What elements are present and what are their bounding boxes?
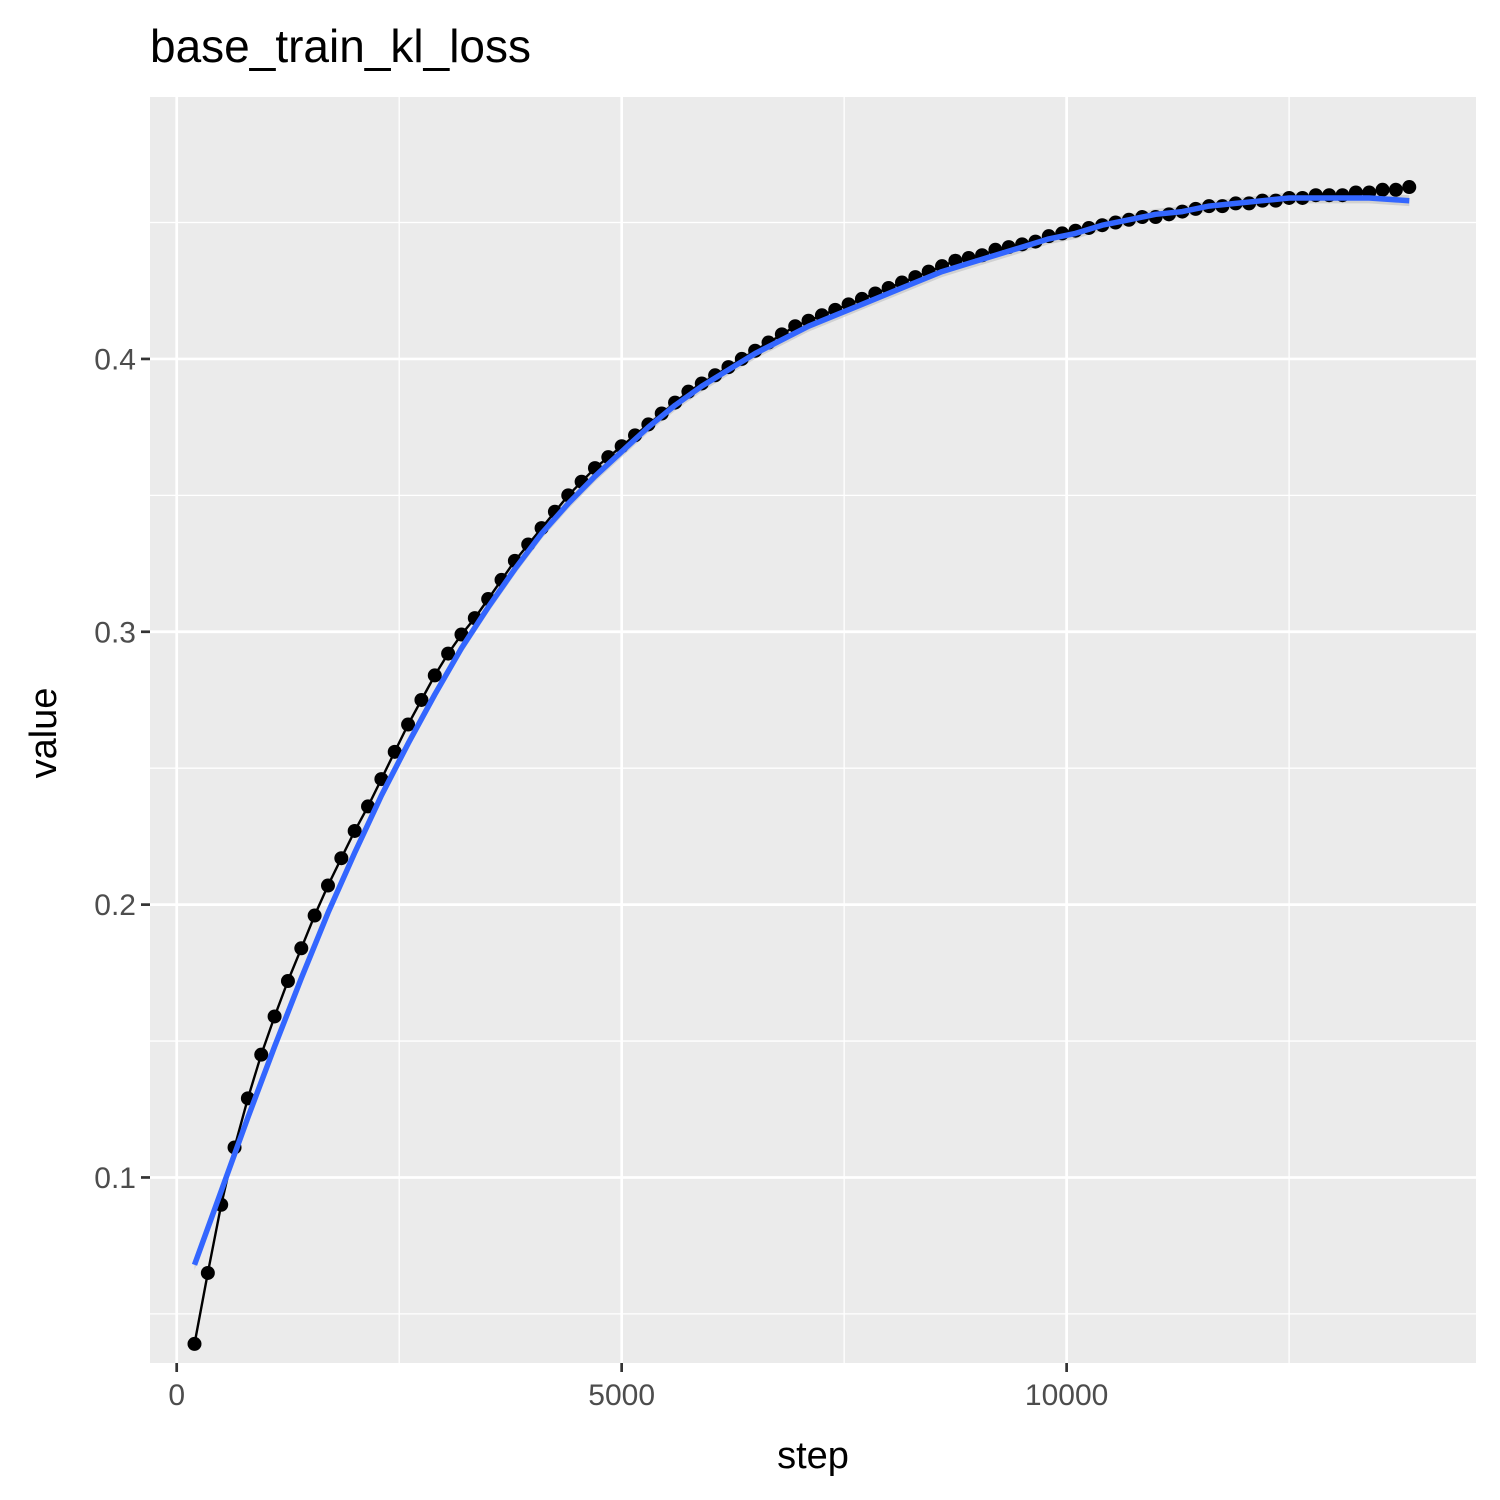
data-point-91 <box>1402 180 1417 195</box>
chart-title: base_train_kl_loss <box>150 20 531 72</box>
smooth-layer <box>191 195 1410 1266</box>
x-tick-label-1: 5000 <box>588 1379 655 1412</box>
y-tick-label-2: 0.3 <box>94 616 136 649</box>
data-point-9 <box>307 908 322 923</box>
data-point-13 <box>361 799 376 814</box>
grid-major <box>150 97 1476 1363</box>
data-point-10 <box>320 878 335 893</box>
data-point-6 <box>267 1009 282 1024</box>
data-point-19 <box>441 646 456 661</box>
data-point-7 <box>280 974 295 989</box>
axis-ticks <box>141 357 1068 1372</box>
data-point-18 <box>427 668 442 683</box>
x-tick-label-0: 0 <box>168 1379 185 1412</box>
data-point-8 <box>294 941 309 956</box>
y-tick-label-3: 0.4 <box>94 343 136 376</box>
data-point-16 <box>401 717 416 732</box>
data-point-11 <box>334 851 349 866</box>
y-tick-label-0: 0.1 <box>94 1162 136 1195</box>
data-point-5 <box>254 1047 269 1062</box>
data-point-15 <box>387 744 402 759</box>
data-point-12 <box>347 823 362 838</box>
data-point-89 <box>1375 182 1390 197</box>
x-tick-label-2: 10000 <box>1025 1379 1108 1412</box>
x-axis-title: step <box>777 1435 849 1477</box>
data-point-14 <box>374 772 389 787</box>
y-tick-label-1: 0.2 <box>94 889 136 922</box>
smooth-line <box>191 195 1410 1266</box>
plot-panel <box>150 97 1476 1363</box>
data-point-1 <box>200 1265 215 1280</box>
y-axis-title: value <box>23 688 65 779</box>
data-point-17 <box>414 692 429 707</box>
tick-labels: 0 5000 10000 0.1 0.2 0.3 0.4 <box>94 343 1108 1412</box>
data-point-90 <box>1388 182 1403 197</box>
data-point-0 <box>187 1336 202 1351</box>
